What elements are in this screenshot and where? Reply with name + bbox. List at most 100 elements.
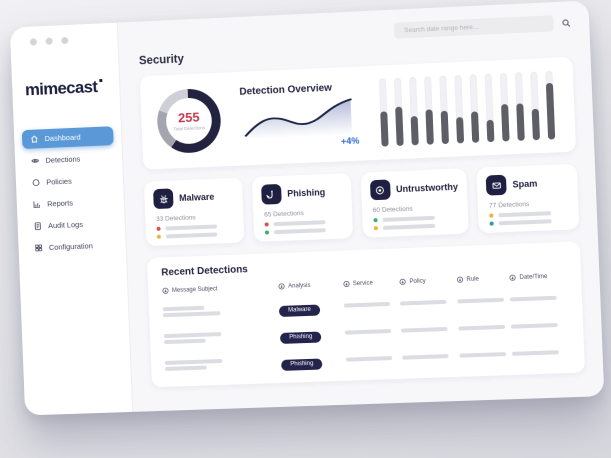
stat-card-phishing[interactable]: Phishing 65 Detections	[251, 173, 353, 242]
cell-message-subject	[162, 301, 280, 320]
search-input[interactable]	[393, 15, 554, 39]
cell-rule	[459, 352, 512, 358]
cell-service	[343, 302, 401, 308]
stat-card-title: Spam	[512, 178, 538, 190]
cell-analysis: Malware	[279, 297, 344, 317]
cell-rule	[458, 325, 511, 331]
column-label: Policy	[409, 277, 426, 285]
stat-card-malware[interactable]: Malware 33 Detections	[143, 177, 245, 247]
column-header-rule[interactable]: Rule	[456, 274, 509, 283]
stat-row	[156, 232, 235, 239]
stat-row	[156, 224, 235, 231]
bar-track	[424, 76, 434, 145]
column-header-message-subject[interactable]: Message Subject	[162, 283, 278, 294]
placeholder-bar	[498, 211, 552, 218]
stat-card-untrustworthy[interactable]: Untrustworthy 60 Detections	[360, 168, 469, 238]
maximize-window-button[interactable]	[61, 36, 69, 45]
cell-policy	[402, 354, 459, 360]
status-dot	[264, 222, 269, 227]
table-header: Message Subject Analysis Service Policy …	[162, 272, 567, 294]
bar-track	[393, 77, 404, 147]
column-label: Rule	[466, 275, 480, 283]
sidebar-item-policies[interactable]: Policies	[23, 170, 115, 193]
analysis-badge: Malware	[279, 303, 321, 317]
sidebar-item-detections[interactable]: Detections	[23, 148, 115, 171]
table-row[interactable]: Phishing	[163, 316, 570, 349]
sort-icon	[509, 274, 516, 281]
status-dot	[489, 213, 494, 218]
placeholder-bar	[165, 224, 218, 231]
status-dot	[489, 221, 494, 226]
bar-track	[454, 74, 465, 144]
stat-card-count: 77 Detections	[488, 200, 530, 210]
column-header-service[interactable]: Service	[342, 278, 400, 287]
status-dot	[264, 230, 269, 235]
sidebar-item-label: Configuration	[48, 241, 93, 252]
donut-center: 255 Total Detections	[156, 88, 222, 154]
app-window: mimecast Dashboard Detections Policies R…	[9, 0, 605, 416]
column-label: Analysis	[288, 282, 311, 290]
minimize-window-button[interactable]	[45, 37, 53, 45]
bar-track	[378, 78, 389, 147]
analysis-badge: Phishing	[281, 357, 323, 371]
sidebar-item-audit-logs[interactable]: Audit Logs	[25, 214, 117, 236]
close-window-button[interactable]	[29, 38, 37, 46]
stat-row	[264, 219, 343, 227]
sidebar-item-label: Detections	[45, 154, 81, 165]
sidebar-item-configuration[interactable]: Configuration	[26, 235, 118, 257]
cell-service	[345, 356, 403, 362]
recent-detections-card: Recent Detections Message Subject Analys…	[146, 241, 586, 388]
mimecast-logo: mimecast	[25, 76, 120, 100]
column-label: Date/Time	[519, 273, 548, 281]
stat-card-header: Spam	[485, 172, 569, 196]
stat-card-title: Malware	[178, 191, 215, 204]
cell-policy	[401, 327, 458, 333]
bar-track	[514, 72, 525, 141]
placeholder-bar	[273, 228, 326, 234]
column-header-analysis[interactable]: Analysis	[278, 281, 343, 290]
stat-card-spam[interactable]: Spam 77 Detections	[476, 163, 580, 234]
stat-row	[264, 227, 344, 235]
status-dot	[156, 226, 161, 231]
sort-icon	[278, 283, 285, 290]
analysis-badge: Phishing	[280, 330, 322, 344]
sidebar-item-label: Audit Logs	[47, 219, 84, 231]
document-icon	[33, 222, 42, 231]
cell-message-subject	[163, 328, 281, 347]
stat-card-header: Malware	[153, 186, 234, 210]
stat-row	[373, 215, 459, 223]
cell-policy	[400, 300, 457, 306]
status-dot	[156, 234, 161, 239]
status-dot	[373, 226, 378, 231]
stat-card-header: Untrustworthy	[369, 177, 459, 201]
column-header-policy[interactable]: Policy	[399, 276, 456, 285]
column-header-date-time[interactable]: Date/Time	[509, 272, 567, 281]
stat-row	[373, 223, 459, 231]
sidebar-item-label: Policies	[46, 176, 72, 187]
circle-icon	[31, 178, 40, 187]
magnifier-icon[interactable]	[562, 18, 572, 27]
stat-row	[489, 210, 569, 218]
bar-track	[469, 74, 480, 143]
bar-track	[530, 71, 541, 141]
table-row[interactable]: Malware	[162, 288, 569, 321]
trend-block: Detection Overview +4%	[239, 82, 359, 151]
sidebar-item-label: Reports	[47, 198, 74, 209]
cell-date-time	[511, 323, 569, 329]
sidebar-item-dashboard[interactable]: Dashboard	[21, 126, 114, 149]
grid-icon	[34, 243, 43, 252]
status-dot	[373, 218, 378, 223]
table-row[interactable]: Phishing	[164, 343, 571, 375]
cell-analysis: Phishing	[280, 324, 345, 344]
stat-card-title: Untrustworthy	[395, 181, 459, 195]
sidebar-item-reports[interactable]: Reports	[24, 192, 116, 215]
sidebar-item-label: Dashboard	[44, 132, 81, 144]
placeholder-bar	[498, 219, 552, 226]
sidebar-nav: Dashboard Detections Policies Reports Au…	[14, 126, 126, 258]
cell-message-subject	[164, 355, 282, 374]
stat-card-header: Phishing	[260, 181, 342, 205]
total-detections-value: 255	[177, 109, 200, 126]
cell-date-time	[510, 295, 567, 302]
bar-track	[409, 76, 419, 146]
placeholder-bar	[165, 232, 218, 239]
